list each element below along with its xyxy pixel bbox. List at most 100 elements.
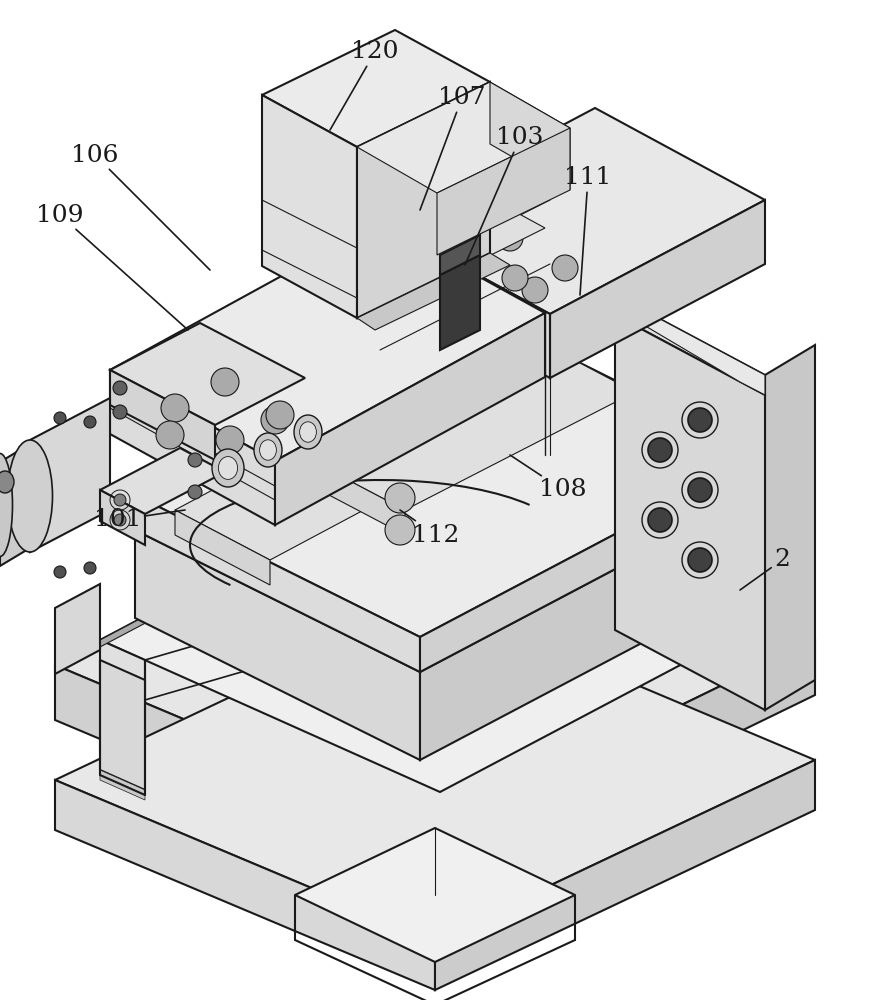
Polygon shape <box>262 30 490 147</box>
Polygon shape <box>437 128 570 255</box>
Circle shape <box>266 411 284 429</box>
Circle shape <box>161 426 179 444</box>
Polygon shape <box>55 780 435 990</box>
Polygon shape <box>135 495 420 672</box>
Polygon shape <box>310 342 635 510</box>
Text: 107: 107 <box>420 87 486 210</box>
Ellipse shape <box>254 433 282 467</box>
Circle shape <box>391 489 409 507</box>
Ellipse shape <box>219 457 238 479</box>
Ellipse shape <box>0 454 12 556</box>
Polygon shape <box>55 600 815 940</box>
Polygon shape <box>100 660 145 790</box>
Polygon shape <box>295 828 575 962</box>
Polygon shape <box>55 480 815 825</box>
Text: 112: 112 <box>400 510 460 546</box>
Polygon shape <box>275 313 545 525</box>
Circle shape <box>385 515 415 545</box>
Polygon shape <box>435 760 815 990</box>
Circle shape <box>188 453 202 467</box>
Polygon shape <box>100 770 145 800</box>
Circle shape <box>166 399 184 417</box>
Polygon shape <box>55 665 435 880</box>
Circle shape <box>507 270 523 286</box>
Circle shape <box>407 272 433 298</box>
Polygon shape <box>100 463 775 792</box>
Polygon shape <box>0 444 30 566</box>
Polygon shape <box>100 640 145 700</box>
Polygon shape <box>135 530 420 760</box>
Text: 2: 2 <box>740 548 790 590</box>
Circle shape <box>527 282 543 298</box>
Circle shape <box>156 421 184 449</box>
Polygon shape <box>135 348 765 672</box>
Circle shape <box>211 368 239 396</box>
Circle shape <box>114 494 126 506</box>
Circle shape <box>391 521 409 539</box>
Polygon shape <box>100 463 435 647</box>
Circle shape <box>412 277 428 293</box>
Circle shape <box>447 257 463 273</box>
Polygon shape <box>110 370 275 525</box>
Circle shape <box>497 225 523 251</box>
Polygon shape <box>262 95 357 318</box>
Circle shape <box>502 230 518 246</box>
Polygon shape <box>175 510 270 585</box>
Circle shape <box>221 431 239 449</box>
Text: 103: 103 <box>465 126 544 265</box>
Circle shape <box>114 514 126 526</box>
Polygon shape <box>110 370 215 460</box>
Circle shape <box>113 381 127 395</box>
Ellipse shape <box>0 471 14 493</box>
Polygon shape <box>615 295 765 395</box>
Ellipse shape <box>260 440 276 460</box>
Polygon shape <box>175 398 480 560</box>
Circle shape <box>648 438 672 462</box>
Polygon shape <box>435 640 815 880</box>
Polygon shape <box>615 295 765 395</box>
Circle shape <box>648 508 672 532</box>
Ellipse shape <box>8 440 52 552</box>
Circle shape <box>552 255 578 281</box>
Circle shape <box>84 562 96 574</box>
Circle shape <box>161 394 189 422</box>
Text: 109: 109 <box>37 204 188 330</box>
Circle shape <box>452 297 468 313</box>
Circle shape <box>188 485 202 499</box>
Polygon shape <box>380 222 550 378</box>
Ellipse shape <box>300 422 316 442</box>
Text: 106: 106 <box>71 143 210 270</box>
Circle shape <box>688 478 712 502</box>
Polygon shape <box>550 200 765 378</box>
Polygon shape <box>30 398 110 552</box>
Text: 111: 111 <box>564 166 611 295</box>
Circle shape <box>688 548 712 572</box>
Text: 101: 101 <box>94 508 185 532</box>
Circle shape <box>442 252 468 278</box>
Text: 108: 108 <box>510 455 587 502</box>
Polygon shape <box>420 455 765 672</box>
Circle shape <box>470 250 486 266</box>
Polygon shape <box>357 82 570 193</box>
Circle shape <box>522 277 548 303</box>
Circle shape <box>688 408 712 432</box>
Polygon shape <box>100 490 145 545</box>
Circle shape <box>216 373 234 391</box>
Polygon shape <box>410 198 545 268</box>
Polygon shape <box>765 345 815 710</box>
Circle shape <box>261 406 289 434</box>
Circle shape <box>557 260 573 276</box>
Circle shape <box>54 412 66 424</box>
Polygon shape <box>440 255 480 350</box>
Polygon shape <box>380 218 435 295</box>
Polygon shape <box>135 313 765 637</box>
Polygon shape <box>357 82 490 318</box>
Polygon shape <box>357 253 510 330</box>
Polygon shape <box>55 584 100 674</box>
Circle shape <box>465 245 491 271</box>
Circle shape <box>113 405 127 419</box>
Polygon shape <box>420 490 765 760</box>
Text: 120: 120 <box>330 40 399 130</box>
Polygon shape <box>380 108 765 314</box>
Polygon shape <box>100 448 225 514</box>
